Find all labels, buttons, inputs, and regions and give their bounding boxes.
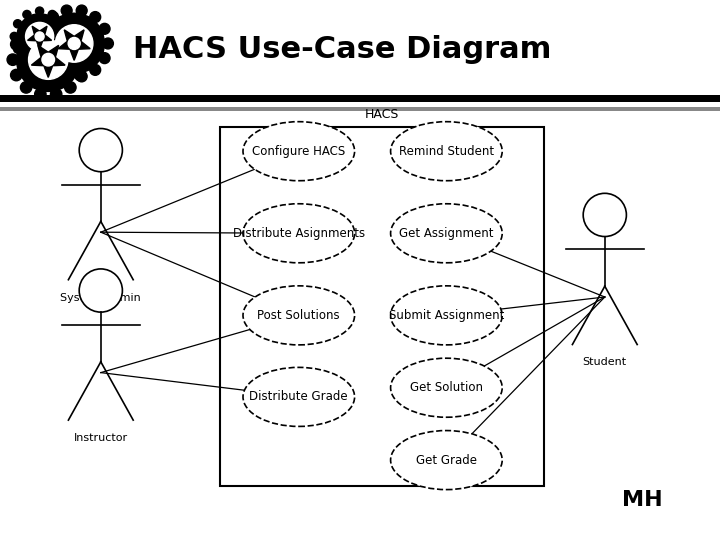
Ellipse shape bbox=[11, 38, 22, 50]
Ellipse shape bbox=[243, 122, 355, 181]
Text: MH: MH bbox=[622, 490, 662, 510]
Ellipse shape bbox=[10, 32, 18, 40]
Ellipse shape bbox=[90, 12, 101, 23]
Ellipse shape bbox=[390, 286, 503, 345]
Text: Get Assignment: Get Assignment bbox=[399, 227, 494, 240]
Ellipse shape bbox=[14, 45, 22, 53]
Ellipse shape bbox=[11, 69, 22, 81]
Text: Instructor: Instructor bbox=[73, 433, 128, 443]
Ellipse shape bbox=[14, 19, 22, 28]
Bar bbox=[0, 95, 720, 102]
Text: Configure HACS: Configure HACS bbox=[252, 145, 346, 158]
Ellipse shape bbox=[390, 204, 503, 263]
Ellipse shape bbox=[35, 19, 46, 31]
Ellipse shape bbox=[35, 38, 46, 49]
Ellipse shape bbox=[38, 53, 49, 64]
Bar bbox=[220, 127, 544, 486]
Text: Student: Student bbox=[582, 357, 627, 368]
Ellipse shape bbox=[58, 19, 66, 28]
Ellipse shape bbox=[390, 122, 503, 181]
Ellipse shape bbox=[17, 28, 80, 91]
Ellipse shape bbox=[243, 286, 355, 345]
Ellipse shape bbox=[50, 19, 62, 31]
Ellipse shape bbox=[99, 53, 110, 64]
Ellipse shape bbox=[23, 10, 31, 18]
Ellipse shape bbox=[20, 26, 32, 38]
Text: Distribute Asignments: Distribute Asignments bbox=[233, 227, 365, 240]
Text: Get Grade: Get Grade bbox=[416, 454, 477, 467]
Polygon shape bbox=[58, 30, 90, 60]
Ellipse shape bbox=[29, 40, 68, 79]
Ellipse shape bbox=[68, 37, 80, 50]
Ellipse shape bbox=[23, 55, 31, 63]
Text: HACS: HACS bbox=[364, 109, 399, 122]
Ellipse shape bbox=[48, 55, 56, 63]
Bar bbox=[0, 0, 720, 100]
Text: HACS Use-Case Diagram: HACS Use-Case Diagram bbox=[133, 36, 552, 64]
Ellipse shape bbox=[20, 82, 32, 93]
Polygon shape bbox=[27, 26, 52, 49]
Ellipse shape bbox=[55, 25, 93, 62]
Ellipse shape bbox=[99, 23, 110, 34]
Ellipse shape bbox=[35, 58, 44, 66]
Text: Post Solutions: Post Solutions bbox=[258, 309, 340, 322]
Ellipse shape bbox=[7, 54, 19, 65]
Ellipse shape bbox=[48, 10, 56, 18]
Text: Distribute Grade: Distribute Grade bbox=[250, 390, 348, 403]
Ellipse shape bbox=[102, 38, 113, 49]
Text: Submit Assignment: Submit Assignment bbox=[389, 309, 504, 322]
Ellipse shape bbox=[48, 12, 58, 23]
Polygon shape bbox=[32, 45, 65, 77]
Ellipse shape bbox=[243, 204, 355, 263]
Ellipse shape bbox=[25, 22, 54, 51]
Ellipse shape bbox=[61, 5, 72, 16]
Ellipse shape bbox=[79, 269, 122, 312]
Ellipse shape bbox=[79, 129, 122, 172]
Ellipse shape bbox=[35, 7, 44, 15]
Ellipse shape bbox=[583, 193, 626, 237]
Ellipse shape bbox=[90, 64, 101, 75]
Ellipse shape bbox=[17, 14, 63, 59]
Ellipse shape bbox=[42, 53, 55, 66]
Ellipse shape bbox=[74, 69, 86, 81]
Ellipse shape bbox=[48, 64, 58, 75]
Ellipse shape bbox=[58, 45, 66, 53]
Ellipse shape bbox=[35, 32, 44, 41]
Ellipse shape bbox=[65, 82, 76, 93]
Ellipse shape bbox=[38, 23, 49, 34]
Ellipse shape bbox=[390, 358, 503, 417]
Bar bbox=[0, 107, 720, 111]
Ellipse shape bbox=[61, 32, 69, 40]
Text: Get Solution: Get Solution bbox=[410, 381, 483, 394]
Ellipse shape bbox=[65, 26, 76, 38]
Ellipse shape bbox=[50, 89, 62, 100]
Ellipse shape bbox=[76, 5, 87, 16]
Ellipse shape bbox=[35, 89, 46, 100]
Ellipse shape bbox=[78, 54, 89, 65]
Text: Remind Student: Remind Student bbox=[399, 145, 494, 158]
Ellipse shape bbox=[74, 38, 86, 50]
Ellipse shape bbox=[61, 71, 72, 82]
Text: System Admin: System Admin bbox=[60, 293, 141, 303]
Bar bbox=[0, 111, 720, 540]
Ellipse shape bbox=[76, 71, 87, 82]
Ellipse shape bbox=[243, 367, 355, 427]
Ellipse shape bbox=[44, 13, 104, 74]
Ellipse shape bbox=[390, 430, 503, 490]
